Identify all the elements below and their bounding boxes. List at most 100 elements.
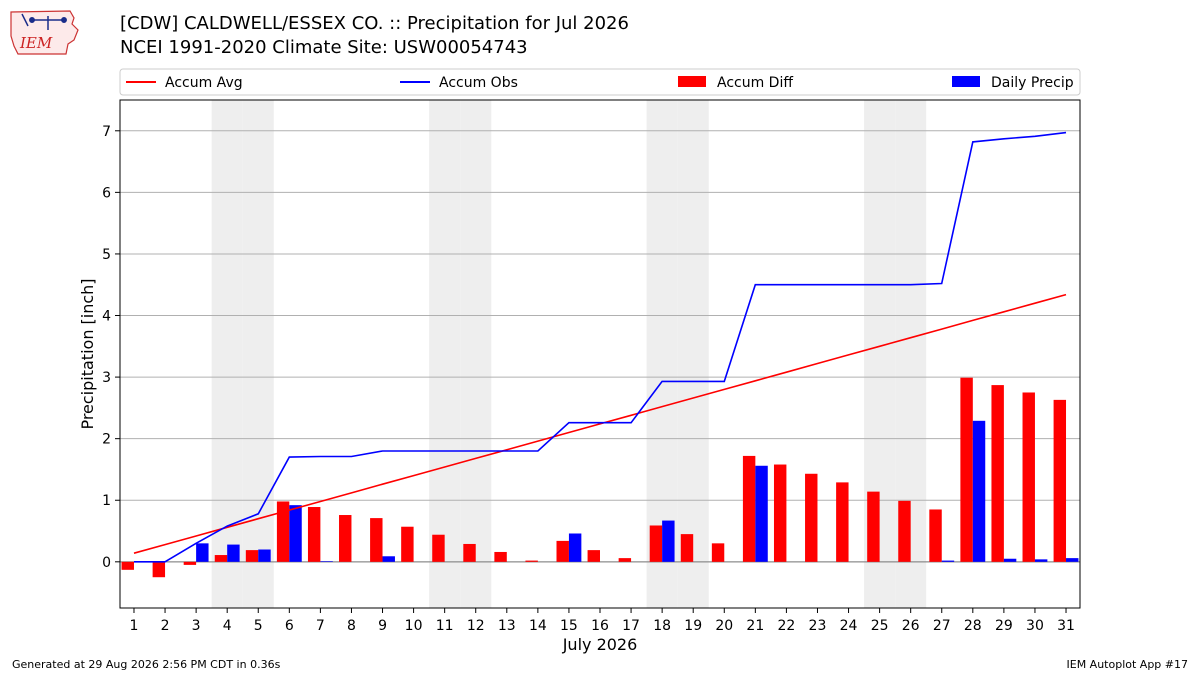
legend-item-accum-diff-swatch <box>678 76 706 87</box>
x-tick-label: 17 <box>622 618 640 634</box>
accum-diff-bar-4 <box>214 555 228 562</box>
accum-diff-bar-17 <box>618 558 632 562</box>
y-tick-label: 7 <box>102 124 111 140</box>
x-tick-label: 2 <box>161 618 170 634</box>
x-tick-label: 8 <box>347 618 356 634</box>
x-tick-label: 27 <box>933 618 951 634</box>
weekend-shading <box>211 100 927 608</box>
daily-precip-bar-29 <box>1003 558 1017 562</box>
x-tick-label: 6 <box>285 618 294 634</box>
x-tick-label: 11 <box>436 618 454 634</box>
lines <box>133 131 1067 563</box>
accum-diff-bar-10 <box>401 526 414 562</box>
x-tick-label: 1 <box>130 618 139 634</box>
accum-diff-bar-23 <box>805 473 818 562</box>
legend-item-accum-obs-label: Accum Obs <box>439 75 518 91</box>
weather-station-icon <box>21 13 67 30</box>
generated-timestamp: Generated at 29 Aug 2026 2:56 PM CDT in … <box>12 658 281 671</box>
accum-diff-bar-9 <box>370 518 383 562</box>
x-tick-label: 25 <box>871 618 889 634</box>
weekend-shade-5 <box>677 100 709 608</box>
chart-subtitle: NCEI 1991-2020 Climate Site: USW00054743 <box>120 37 528 58</box>
daily-precip-bar-4 <box>227 544 240 562</box>
x-tick-label: 29 <box>995 618 1013 634</box>
accum-diff-bar-22 <box>773 464 787 562</box>
weekend-shade-2 <box>429 100 461 608</box>
y-tick-label: 4 <box>102 309 111 325</box>
accum-diff-bar-3 <box>183 561 197 565</box>
accum-diff-bar-31 <box>1053 399 1067 562</box>
x-axis-label: July 2026 <box>562 635 638 654</box>
legend-item-accum-diff-label: Accum Diff <box>717 75 793 91</box>
x-tick-label: 20 <box>715 618 733 634</box>
x-tick-label: 3 <box>192 618 201 634</box>
accum-diff-bar-13 <box>494 551 507 562</box>
x-tick-label: 28 <box>964 618 982 634</box>
x-tick-label: 16 <box>591 618 609 634</box>
x-tick-label: 22 <box>777 618 795 634</box>
accum-diff-bar-8 <box>339 515 352 562</box>
x-tick-label: 13 <box>498 618 516 634</box>
daily-precip-bar-18 <box>662 520 675 562</box>
x-tick-label: 14 <box>529 618 547 634</box>
weekend-shade-0 <box>211 100 243 608</box>
legend-item-daily-precip-label: Daily Precip <box>991 75 1074 91</box>
accum-diff-bar-2 <box>152 561 166 578</box>
accum-diff-bar-29 <box>991 385 1004 562</box>
daily-precip-bar-6 <box>289 505 302 562</box>
legend-item-accum-avg-label: Accum Avg <box>165 75 243 91</box>
daily-precip-bar-27 <box>941 560 955 562</box>
accum-avg-line <box>133 293 1067 554</box>
legend-frame <box>119 68 1081 96</box>
accum-diff-bar-30 <box>1022 392 1035 562</box>
accum-diff-bar-20 <box>711 543 725 562</box>
x-tick-label: 10 <box>405 618 423 634</box>
x-tick-label: 15 <box>560 618 578 634</box>
daily-precip-bar-9 <box>382 556 395 562</box>
accum-diff-bar-21 <box>742 455 756 562</box>
bars <box>121 377 1079 578</box>
x-tick-label: 9 <box>378 618 387 634</box>
daily-precip-bar-30 <box>1034 559 1048 562</box>
x-tick-label: 18 <box>653 618 671 634</box>
accum-diff-bar-14 <box>525 560 538 562</box>
y-axis-label: Precipitation [inch] <box>78 278 97 429</box>
daily-precip-bar-28 <box>972 420 986 562</box>
x-tick-label: 7 <box>316 618 325 634</box>
accum-diff-bar-7 <box>307 507 321 562</box>
accum-diff-bar-25 <box>867 491 880 562</box>
daily-precip-bar-7 <box>320 561 333 562</box>
app-label: IEM Autoplot App #17 <box>1066 658 1189 671</box>
iem-logo-text: IEM <box>19 34 53 52</box>
chart-legend: Accum Avg Accum Obs Accum Diff Daily Precip <box>119 68 1081 96</box>
legend-item-daily-precip-swatch <box>952 76 980 87</box>
iowa-state-outline <box>10 10 79 55</box>
accum-diff-bar-1 <box>121 561 134 570</box>
daily-precip-bar-21 <box>755 465 768 562</box>
daily-precip-bar-15 <box>568 533 582 562</box>
x-tick-label: 21 <box>746 618 764 634</box>
accum-diff-bar-5 <box>245 550 259 562</box>
accum-obs-line <box>134 131 1067 563</box>
x-tick-label: 23 <box>809 618 827 634</box>
x-tick-label: 26 <box>902 618 920 634</box>
accum-diff-bar-19 <box>680 534 694 562</box>
weekend-shade-1 <box>242 100 274 608</box>
daily-precip-bar-5 <box>258 549 271 562</box>
y-tick-label: 1 <box>102 493 111 509</box>
accum-diff-bar-15 <box>556 540 569 562</box>
y-tick-label: 3 <box>102 370 111 386</box>
x-tick-label: 24 <box>840 618 858 634</box>
weekend-shade-3 <box>460 100 492 608</box>
grid-lines <box>120 130 1080 563</box>
accum-diff-bar-26 <box>898 500 911 562</box>
accum-diff-bar-11 <box>432 534 445 562</box>
daily-precip-bar-3 <box>196 543 209 562</box>
x-tick-label: 19 <box>684 618 702 634</box>
x-tick-label: 12 <box>467 618 485 634</box>
daily-precip-bar-31 <box>1066 558 1079 562</box>
x-tick-label: 5 <box>254 618 263 634</box>
accum-diff-bar-24 <box>836 482 849 562</box>
